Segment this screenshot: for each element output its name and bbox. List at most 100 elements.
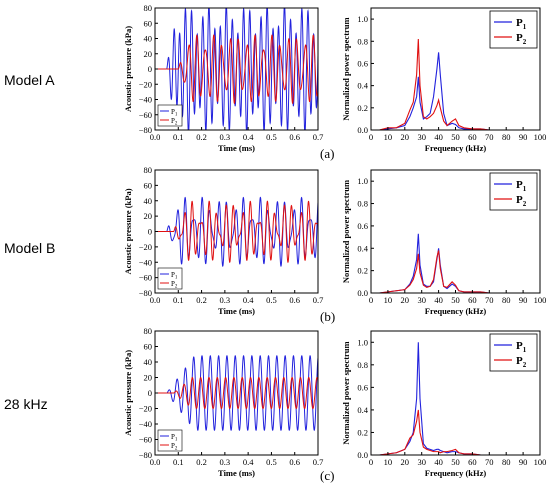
time-ytick-label-a-3: 20 (144, 49, 153, 59)
spectrum-ytick-label-a-3: 0.4 (357, 81, 368, 91)
spectrum-xtick-label-c-6: 60 (468, 457, 477, 467)
caption-c: (c) (320, 468, 335, 483)
time-legend-label-c-1: P1 (171, 433, 178, 443)
spectrum-xtick-label-b-1: 10 (384, 295, 393, 305)
spectrum-ytick-label-a-0: 1.0 (357, 14, 368, 24)
spectrum-xtick-label-b-10: 100 (534, 295, 547, 305)
spectrum-xtick-label-a-9: 90 (519, 132, 528, 142)
time-series-c-1 (166, 355, 319, 431)
time-xtick-label-c-3: 0.3 (220, 457, 231, 467)
spectrum-ytick-label-c-0: 1.0 (357, 337, 368, 347)
spectrum-legend-label-c-1: P1 (516, 340, 527, 354)
row-label-model-a: Model A (4, 72, 55, 88)
spectrum-ytick-label-a-2: 0.6 (357, 58, 368, 68)
spectrum-ytick-label-a-5: 0.0 (357, 125, 368, 135)
time-xtick-label-a-5: 0.5 (266, 132, 277, 142)
time-xlabel-a: Time (ms) (218, 143, 255, 153)
spectrum-xtick-label-c-2: 20 (401, 457, 410, 467)
spectrum-xtick-label-a-6: 60 (468, 132, 477, 142)
time-xtick-label-b-1: 0.1 (173, 295, 184, 305)
time-legend-label-a-2: P2 (171, 117, 178, 127)
time-ytick-label-c-7: −60 (139, 435, 152, 445)
time-ytick-label-a-8: −80 (139, 125, 152, 135)
time-ytick-label-a-4: 0 (148, 64, 152, 74)
time-ytick-label-c-8: −80 (139, 450, 152, 460)
time-ytick-label-a-0: 80 (144, 3, 153, 13)
spectrum-ytick-label-b-0: 1.0 (357, 176, 368, 186)
spectrum-legend-box-c (489, 333, 538, 372)
time-xtick-label-a-2: 0.2 (196, 132, 207, 142)
time-ytick-label-a-5: −20 (139, 79, 152, 89)
spectrum-series-b-2 (371, 250, 540, 294)
spectrum-xtick-label-a-4: 40 (434, 132, 443, 142)
time-series-a-2 (166, 34, 319, 105)
time-xtick-label-b-0: 0.0 (150, 295, 161, 305)
spectrum-xtick-label-a-0: 0 (369, 132, 373, 142)
spectrum-xtick-label-b-8: 80 (502, 295, 511, 305)
time-ytick-label-a-7: −60 (139, 110, 152, 120)
spectrum-ytick-label-c-3: 0.4 (357, 405, 368, 415)
time-ytick-label-b-2: 40 (144, 196, 153, 206)
caption-b: (b) (320, 309, 336, 324)
time-xtick-label-b-2: 0.2 (196, 295, 207, 305)
time-xtick-label-a-0: 0.0 (150, 132, 161, 142)
spectrum-ytick-label-c-4: 0.2 (357, 427, 368, 437)
time-ytick-label-c-6: −40 (139, 419, 152, 429)
spectrum-legend-label-a-2: P2 (516, 32, 527, 46)
time-xtick-label-b-3: 0.3 (220, 295, 231, 305)
spectrum-ylabel-c: Normalized power spectrum (341, 341, 351, 444)
spectrum-series-c-2 (371, 409, 540, 456)
time-xtick-label-c-6: 0.6 (289, 457, 300, 467)
spectrum-ytick-label-b-1: 0.8 (357, 199, 368, 209)
time-xtick-label-a-4: 0.4 (243, 132, 254, 142)
time-xtick-label-b-7: 0.7 (313, 295, 324, 305)
spectrum-xtick-label-c-8: 80 (502, 457, 511, 467)
time-legend-label-a-1: P1 (171, 108, 178, 118)
time-ytick-label-c-2: 40 (144, 357, 153, 367)
time-ylabel-a: Acoustic pressure (kPa) (123, 26, 133, 112)
spectrum-xtick-label-b-9: 90 (519, 295, 528, 305)
spectrum-legend-label-c-2: P2 (516, 355, 527, 369)
time-xtick-label-c-2: 0.2 (196, 457, 207, 467)
time-ylabel-b: Acoustic pressure (kPa) (123, 188, 133, 274)
spectrum-ytick-label-b-4: 0.2 (357, 266, 368, 276)
spectrum-xtick-label-b-0: 0 (369, 295, 373, 305)
time-ytick-label-a-1: 60 (144, 18, 153, 28)
time-ytick-label-c-4: 0 (148, 388, 152, 398)
time-xlabel-b: Time (ms) (218, 306, 255, 316)
spectrum-xtick-label-a-7: 70 (485, 132, 494, 142)
time-xtick-label-c-4: 0.4 (243, 457, 254, 467)
spectrum-ytick-label-c-5: 0.0 (357, 450, 368, 460)
time-xtick-label-a-7: 0.7 (313, 132, 324, 142)
time-legend-box-b (157, 267, 183, 290)
time-ytick-label-b-8: −80 (139, 288, 152, 298)
time-ytick-label-b-0: 80 (144, 165, 153, 175)
spectrum-legend-box-b (489, 172, 538, 211)
time-xtick-label-b-6: 0.6 (289, 295, 300, 305)
spectrum-xtick-label-b-7: 70 (485, 295, 494, 305)
spectrum-ylabel-a: Normalized power spectrum (341, 17, 351, 120)
time-ytick-label-b-1: 60 (144, 180, 153, 190)
time-xtick-label-c-0: 0.0 (150, 457, 161, 467)
time-ytick-label-c-5: −20 (139, 404, 152, 414)
spectrum-xtick-label-a-1: 10 (384, 132, 393, 142)
spectrum-xtick-label-a-5: 50 (451, 132, 460, 142)
spectrum-xtick-label-c-7: 70 (485, 457, 494, 467)
spectrum-xtick-label-c-0: 0 (369, 457, 373, 467)
spectrum-xtick-label-c-5: 50 (451, 457, 460, 467)
spectrum-xtick-label-c-4: 40 (434, 457, 443, 467)
spectrum-xlabel-b: Frequency (kHz) (425, 306, 487, 316)
row-label-28khz: 28 kHz (4, 396, 48, 412)
time-ylabel-c: Acoustic pressure (kPa) (123, 350, 133, 436)
time-xtick-label-a-6: 0.6 (289, 132, 300, 142)
spectrum-ytick-label-b-2: 0.6 (357, 221, 368, 231)
spectrum-ytick-label-c-1: 0.8 (357, 360, 368, 370)
time-series-c-2 (166, 376, 319, 410)
time-series-b-2 (166, 200, 319, 264)
spectrum-xtick-label-c-3: 30 (417, 457, 426, 467)
time-ytick-label-b-6: −40 (139, 257, 152, 267)
time-ytick-label-b-3: 20 (144, 211, 153, 221)
time-xtick-label-c-7: 0.7 (313, 457, 324, 467)
spectrum-series-a-2 (371, 39, 540, 131)
time-legend-label-c-2: P2 (171, 442, 178, 452)
